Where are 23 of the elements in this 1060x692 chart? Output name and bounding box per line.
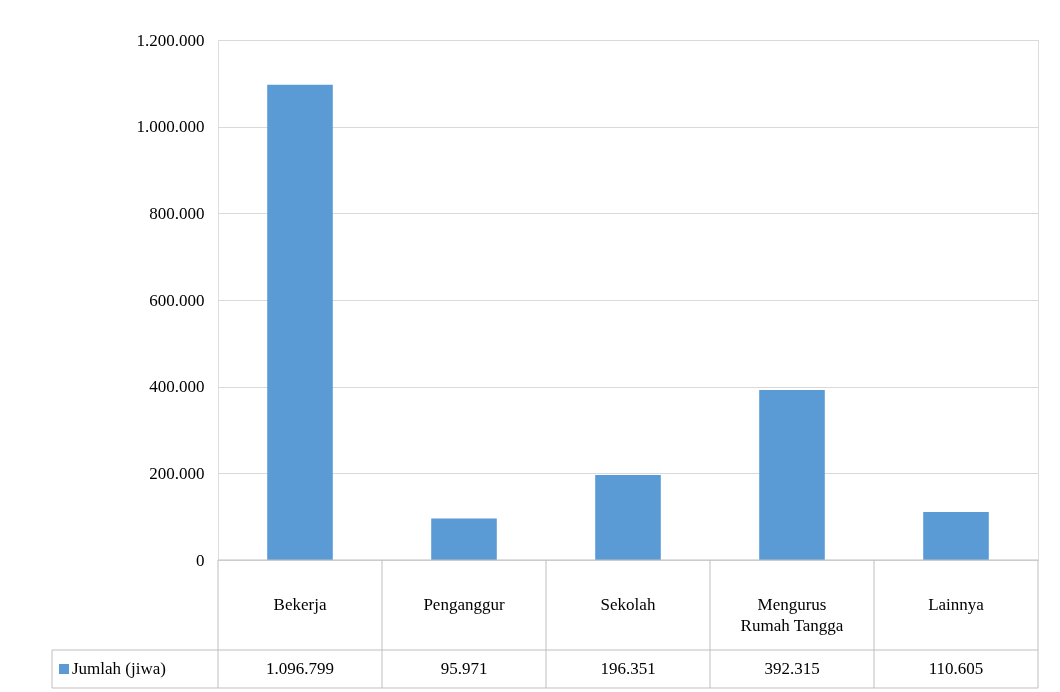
bar bbox=[431, 518, 497, 560]
y-tick-label: 0 bbox=[196, 550, 205, 570]
bar bbox=[267, 84, 333, 560]
x-tick-label: Bekerja bbox=[273, 595, 327, 614]
bar bbox=[923, 512, 989, 560]
y-tick-label: 200.000 bbox=[149, 463, 205, 483]
y-tick-label: 600.000 bbox=[149, 290, 205, 310]
y-tick-label: 400.000 bbox=[149, 377, 205, 397]
x-tick-label: Mengurus Rumah Tangga bbox=[740, 595, 844, 635]
data-label: 95.971 bbox=[440, 659, 488, 678]
data-label: 1.096.799 bbox=[266, 659, 334, 678]
y-tick-label: 800.000 bbox=[149, 203, 205, 223]
data-label: 392.315 bbox=[764, 659, 820, 678]
x-tick-label: Penganggur bbox=[423, 595, 505, 614]
legend-label: Jumlah (jiwa) bbox=[72, 659, 166, 678]
x-tick-label: Lainnya bbox=[928, 595, 985, 614]
y-tick-label: 1.200.000 bbox=[136, 30, 205, 50]
bar bbox=[595, 474, 661, 560]
data-label: 196.351 bbox=[600, 659, 656, 678]
data-label: 110.605 bbox=[928, 659, 984, 678]
x-tick-label: Sekolah bbox=[600, 595, 656, 614]
bar bbox=[759, 390, 825, 560]
y-tick-label: 1.000.000 bbox=[136, 117, 205, 137]
